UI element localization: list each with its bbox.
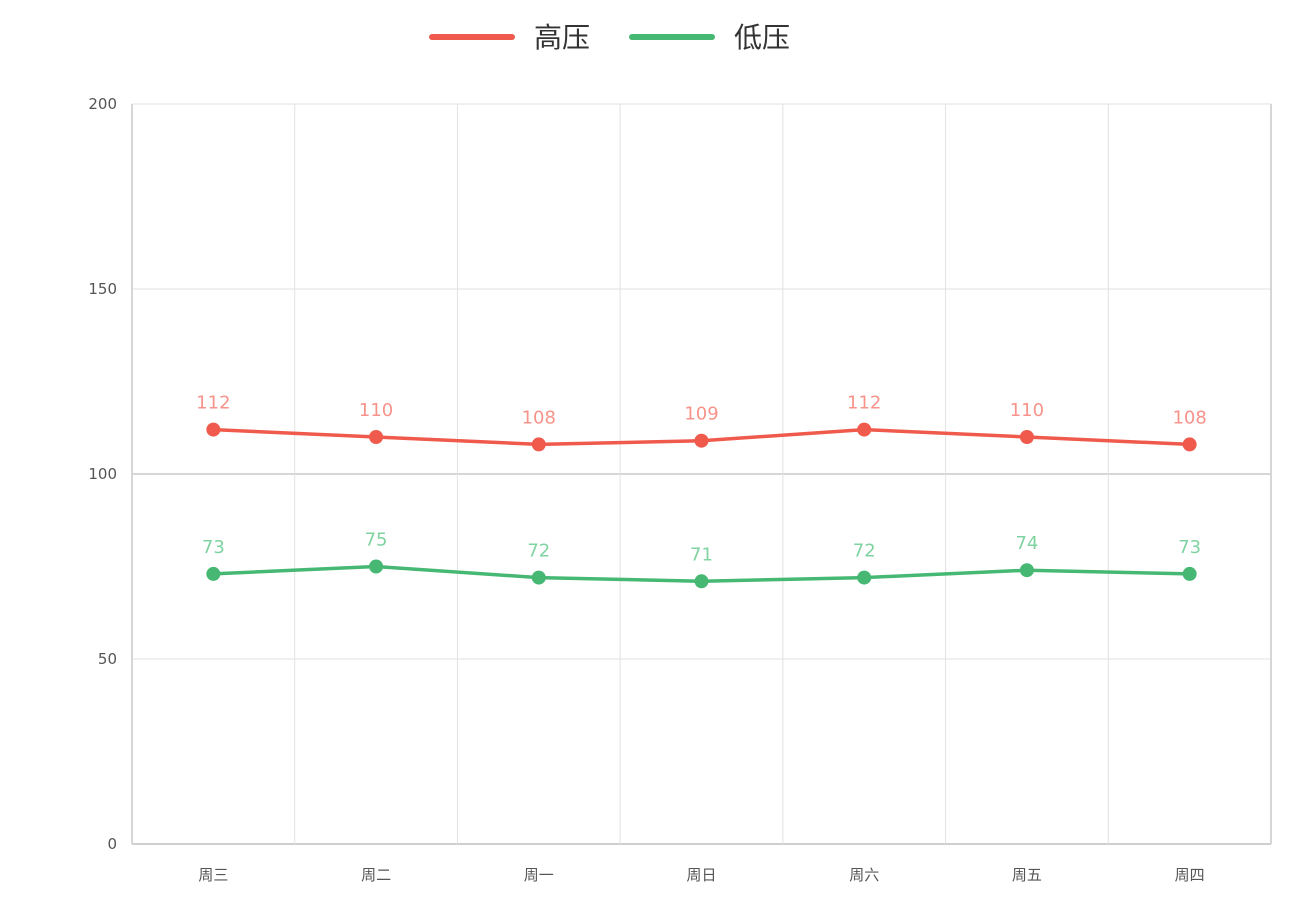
- y-axis: 0 50 100 150 200: [88, 95, 117, 853]
- data-label: 110: [1010, 400, 1044, 421]
- x-tick-label: 周二: [361, 866, 391, 884]
- series-2: 73 75 72 71 72 74 73: [202, 530, 1201, 589]
- data-point: [369, 430, 384, 444]
- data-label: 108: [1172, 407, 1206, 428]
- x-tick-label: 周日: [686, 866, 716, 884]
- data-label: 110: [359, 400, 393, 421]
- y-tick-label: 100: [88, 465, 117, 483]
- grid-lines: [131, 103, 1272, 845]
- y-tick-label: 200: [88, 95, 117, 113]
- x-tick-label: 周三: [198, 866, 228, 884]
- data-label: 112: [847, 393, 881, 414]
- data-point: [206, 566, 221, 581]
- data-point: [857, 422, 872, 437]
- series-1: 112 110 108 109 112 110 108: [196, 393, 1207, 452]
- data-point: [857, 570, 872, 585]
- data-label: 112: [196, 393, 230, 414]
- data-label: 73: [1178, 537, 1201, 558]
- data-label: 75: [365, 530, 388, 551]
- data-point: [1019, 430, 1034, 444]
- x-tick-label: 周五: [1012, 866, 1042, 884]
- series-layer: 112 110 108 109 112 110 108 73 75 72 71 72 74 73: [196, 393, 1207, 589]
- data-label: 108: [522, 407, 556, 428]
- y-tick-label: 150: [88, 280, 117, 298]
- data-point: [206, 422, 221, 437]
- x-tick-label: 周四: [1175, 866, 1205, 884]
- data-point: [1019, 563, 1034, 578]
- data-label: 72: [527, 541, 550, 562]
- x-axis: 周三 周二 周一 周日 周六 周五 周四: [198, 866, 1204, 884]
- y-tick-label: 0: [107, 835, 117, 853]
- data-label: 74: [1015, 533, 1038, 554]
- data-point: [1182, 437, 1197, 452]
- data-point: [694, 574, 709, 589]
- data-point: [531, 570, 546, 585]
- data-point: [1182, 566, 1197, 581]
- data-point: [531, 437, 546, 452]
- data-point: [694, 433, 709, 448]
- x-tick-label: 周一: [524, 866, 554, 884]
- data-label: 71: [690, 544, 713, 565]
- y-tick-label: 50: [98, 650, 117, 668]
- x-tick-label: 周六: [849, 866, 879, 884]
- data-point: [369, 559, 384, 574]
- legend-label: 高压: [534, 21, 590, 54]
- legend-label: 低压: [734, 21, 790, 54]
- data-label: 72: [853, 541, 876, 562]
- legend: 高压 低压: [429, 21, 790, 54]
- data-label: 73: [202, 537, 225, 558]
- data-label: 109: [684, 404, 718, 425]
